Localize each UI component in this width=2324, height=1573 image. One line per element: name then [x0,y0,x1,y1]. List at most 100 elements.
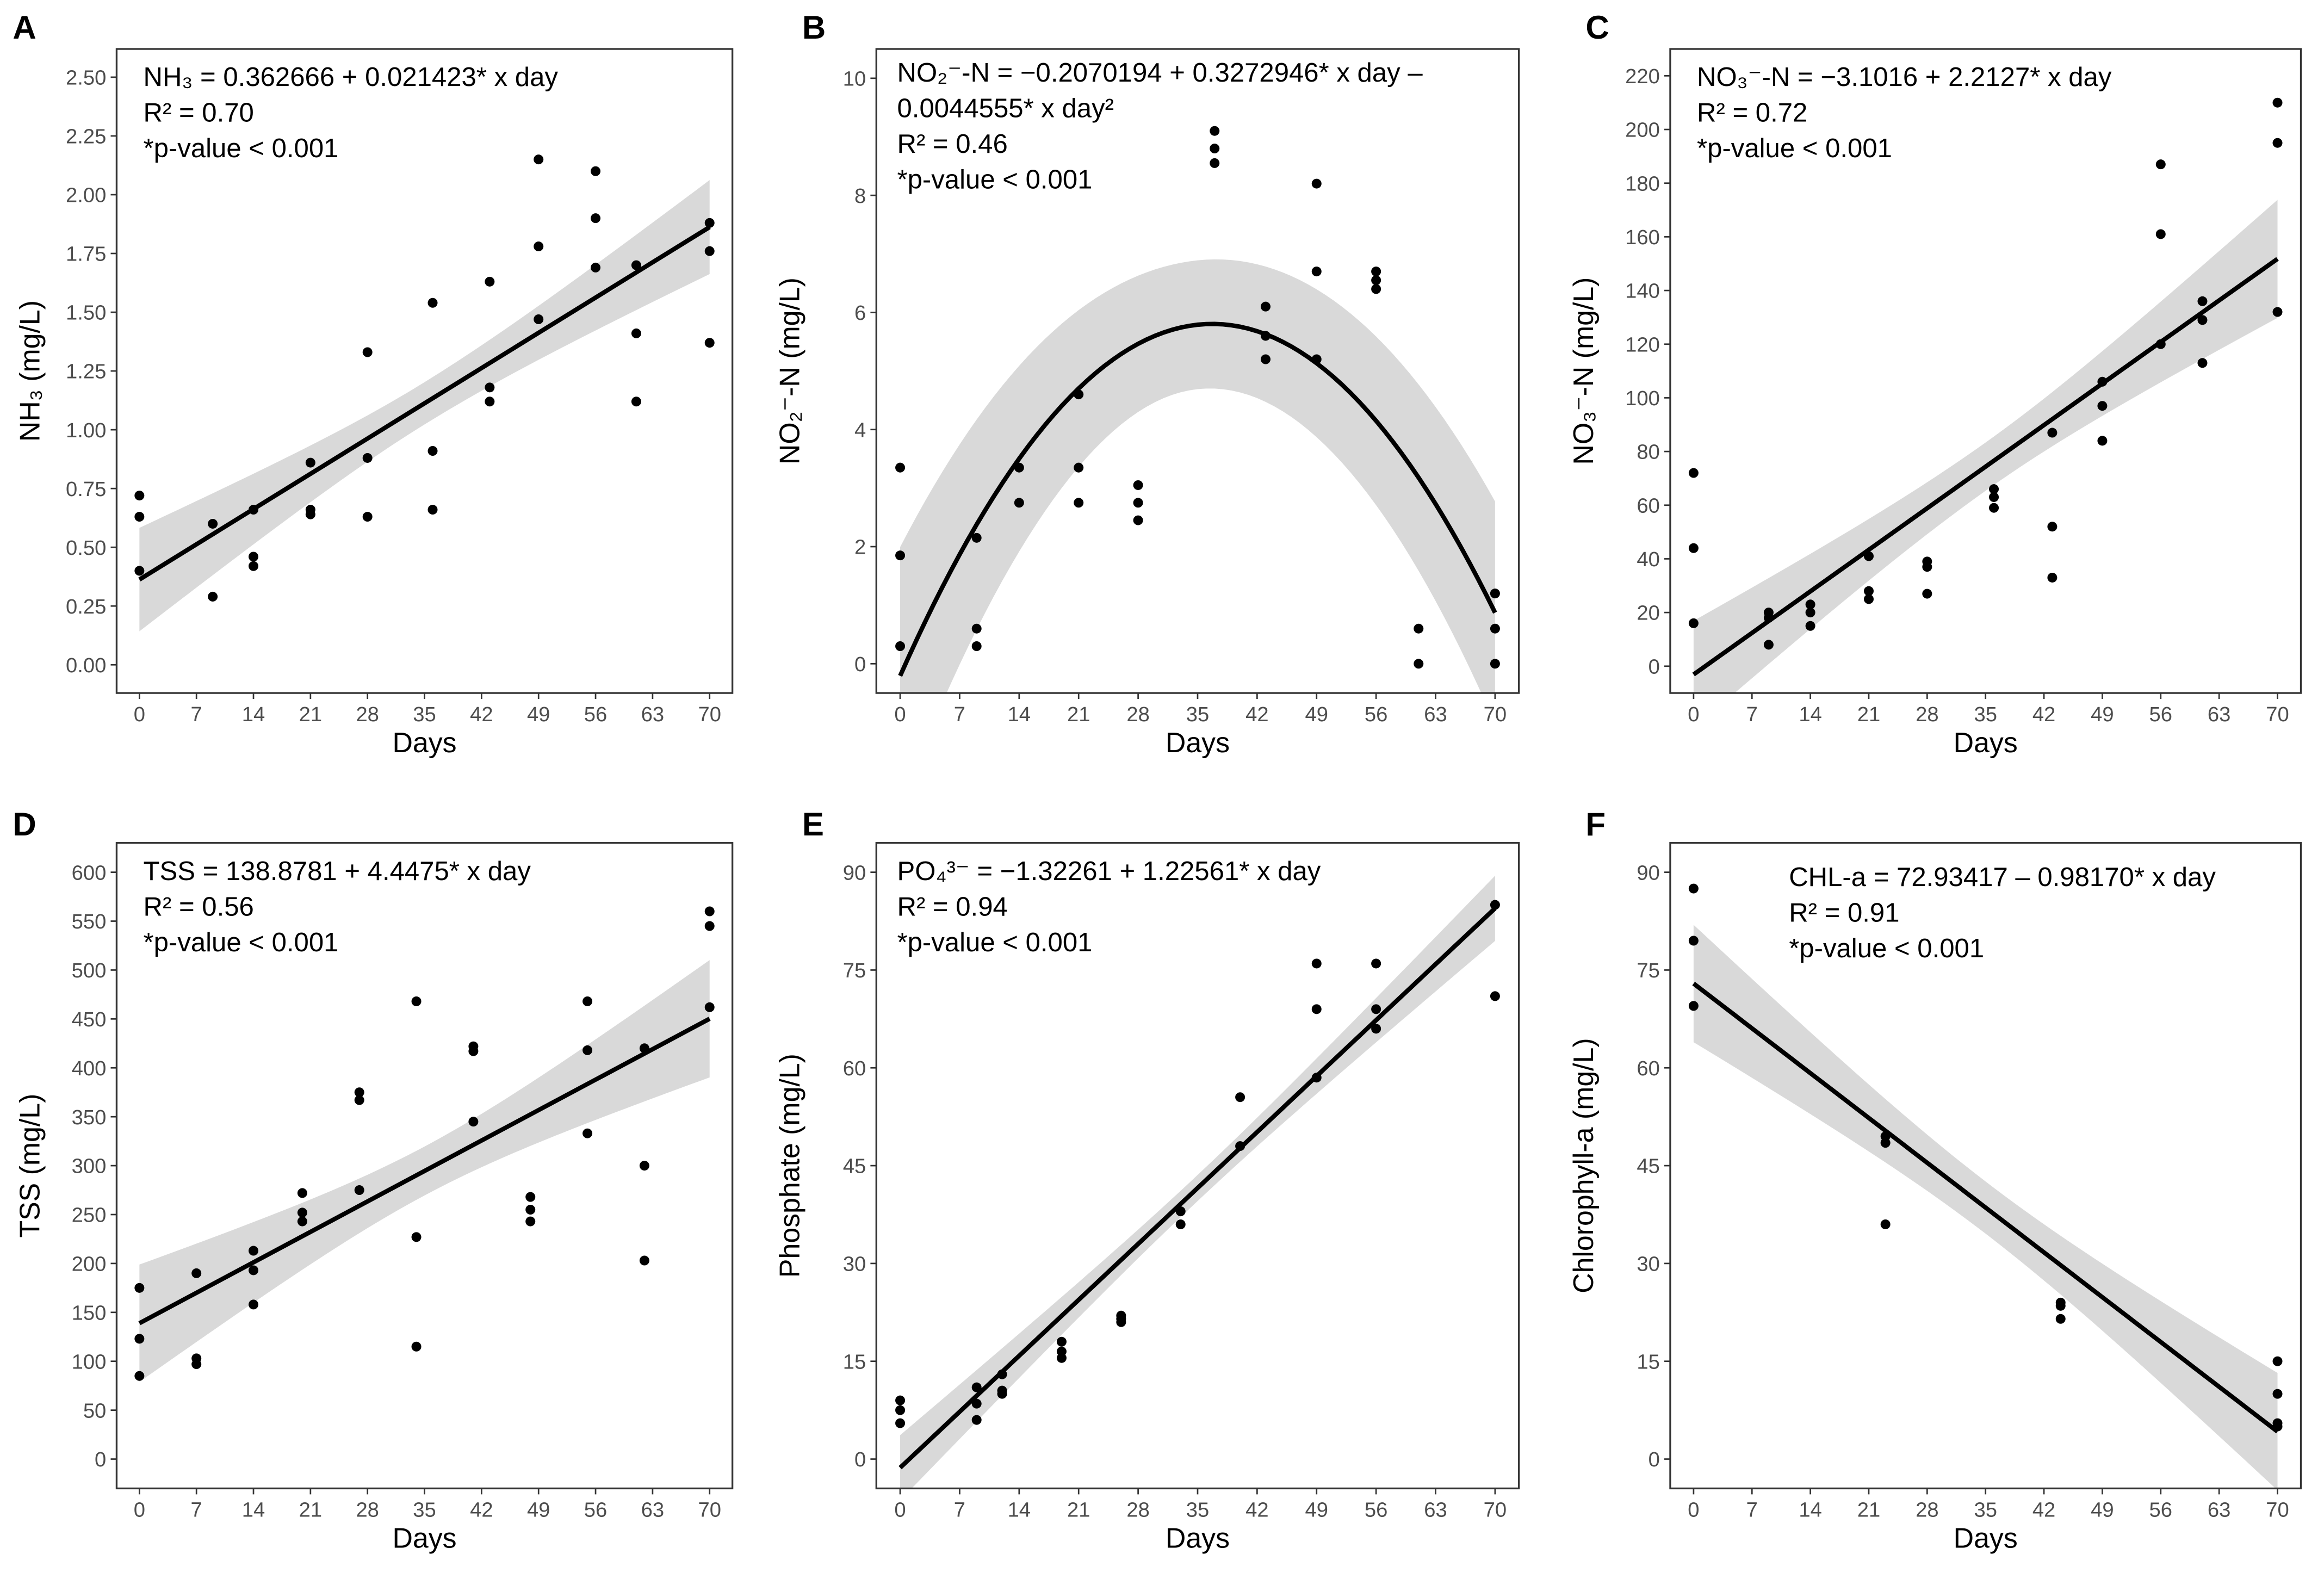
x-tick-label: 63 [1424,1498,1447,1521]
y-tick-label: 550 [72,910,107,933]
data-point [631,328,641,338]
y-axis-title: TSS (mg/L) [14,1094,46,1238]
data-point [2055,1300,2066,1311]
data-point [631,397,641,407]
x-tick-label: 49 [1305,703,1328,726]
data-point [134,1283,145,1293]
data-point [1763,612,1774,623]
y-axis-title: NH₃ (mg/L) [14,300,46,442]
data-point [134,566,145,576]
y-tick-label: 200 [72,1253,107,1276]
data-point [2272,138,2283,148]
x-tick-label: 42 [2032,1498,2055,1521]
data-point [582,996,593,1006]
equation-line: NO₃⁻-N = −3.1016 + 2.2127* x day [1697,63,2112,92]
y-tick-label: 90 [1637,861,1659,884]
data-point [1210,158,1220,168]
confidence-band [900,875,1495,1489]
y-tick-label: 0 [1649,1448,1660,1471]
x-tick-label: 42 [1245,1498,1268,1521]
y-tick-label: 75 [1637,959,1659,982]
y-tick-label: 1.00 [66,419,106,442]
y-tick-label: 250 [72,1204,107,1227]
data-point [1371,284,1381,294]
fit-line [1692,981,2279,1434]
y-tick-label: 140 [1625,280,1660,303]
y-tick-label: 180 [1625,172,1660,195]
data-point [895,1405,906,1415]
data-point [1805,621,1815,631]
equation-line: R² = 0.72 [1697,98,1807,128]
x-tick-label: 14 [1008,703,1031,726]
equation-line: NH₃ = 0.362666 + 0.021423* x day [144,63,559,92]
x-tick-label: 28 [356,1498,379,1521]
data-point [249,1265,259,1275]
x-tick-label: 70 [2266,1498,2289,1521]
x-axis-title: Days [1954,1522,2018,1554]
data-point [1116,1317,1126,1327]
y-tick-label: 350 [72,1106,107,1129]
data-point [997,1389,1007,1399]
data-point [1311,354,1322,364]
data-point [895,462,906,473]
x-tick-label: 63 [641,1498,664,1521]
data-point [1133,498,1143,508]
x-tick-label: 70 [1484,703,1507,726]
data-point [1311,267,1322,277]
data-point [1260,354,1271,364]
y-tick-label: 90 [843,861,866,884]
data-point [1056,1336,1067,1347]
x-tick-label: 70 [698,703,721,726]
fit-line [138,1017,711,1326]
equation-line: NO₂⁻-N = −0.2070194 + 0.3272946* x day – [897,58,1423,88]
equation-line: PO₄³⁻ = −1.32261 + 1.22561* x day [897,857,1321,886]
y-tick-label: 0.25 [66,595,106,618]
data-point [1688,936,1699,946]
data-point [895,550,906,561]
data-point [2197,358,2208,368]
x-tick-label: 49 [527,1498,550,1521]
panel-label: C [1585,9,1609,46]
data-point [1688,543,1699,553]
x-tick-label: 56 [1365,703,1387,726]
y-tick-label: 45 [1637,1155,1659,1178]
y-tick-label: 15 [1637,1350,1659,1373]
x-tick-label: 0 [134,703,145,726]
y-tick-label: 100 [72,1350,107,1373]
data-point [1014,462,1024,473]
y-tick-label: 1.50 [66,301,106,325]
data-point [1863,551,1874,561]
data-point [1880,1138,1891,1148]
x-tick-label: 35 [413,1498,436,1521]
x-tick-label: 0 [1688,1498,1699,1521]
x-tick-label: 28 [1126,703,1149,726]
x-tick-label: 42 [470,1498,493,1521]
x-axis-title: Days [392,727,456,758]
data-point [1763,640,1774,650]
panel-D: D 0 7 14 21 28 35 42 49 56 63 70 0 50 100 150 200 250 300 3… [13,806,734,1554]
data-point [971,641,982,652]
y-tick-label: 120 [1625,333,1660,356]
x-tick-label: 7 [954,1498,965,1521]
data-point [997,1369,1007,1379]
data-point [354,1185,364,1196]
data-point [1688,883,1699,894]
x-tick-label: 63 [1424,703,1447,726]
y-tick-label: 150 [72,1301,107,1324]
equation-line: TSS = 138.8781 + 4.4475* x day [144,857,531,886]
data-point [362,512,373,522]
equation-line: *p-value < 0.001 [144,134,339,163]
data-point [1490,659,1500,669]
data-point [1490,900,1500,910]
data-point [639,1161,649,1171]
data-point [427,446,438,456]
data-point [895,1418,906,1428]
panel-A: A 0 7 14 21 28 35 42 49 56 63 70 0.00 0.25 0.50 0.75 1.0… [13,9,734,758]
data-point [208,591,218,602]
data-point [468,1117,479,1127]
x-tick-label: 42 [470,703,493,726]
y-tick-label: 1.75 [66,243,106,266]
data-point [1688,618,1699,628]
panel-B: B 0 7 14 21 28 35 42 49 56 63 70 0 2 4 6 8 10 Days NO₂⁻-N (… [773,9,1520,758]
data-point [1133,480,1143,490]
